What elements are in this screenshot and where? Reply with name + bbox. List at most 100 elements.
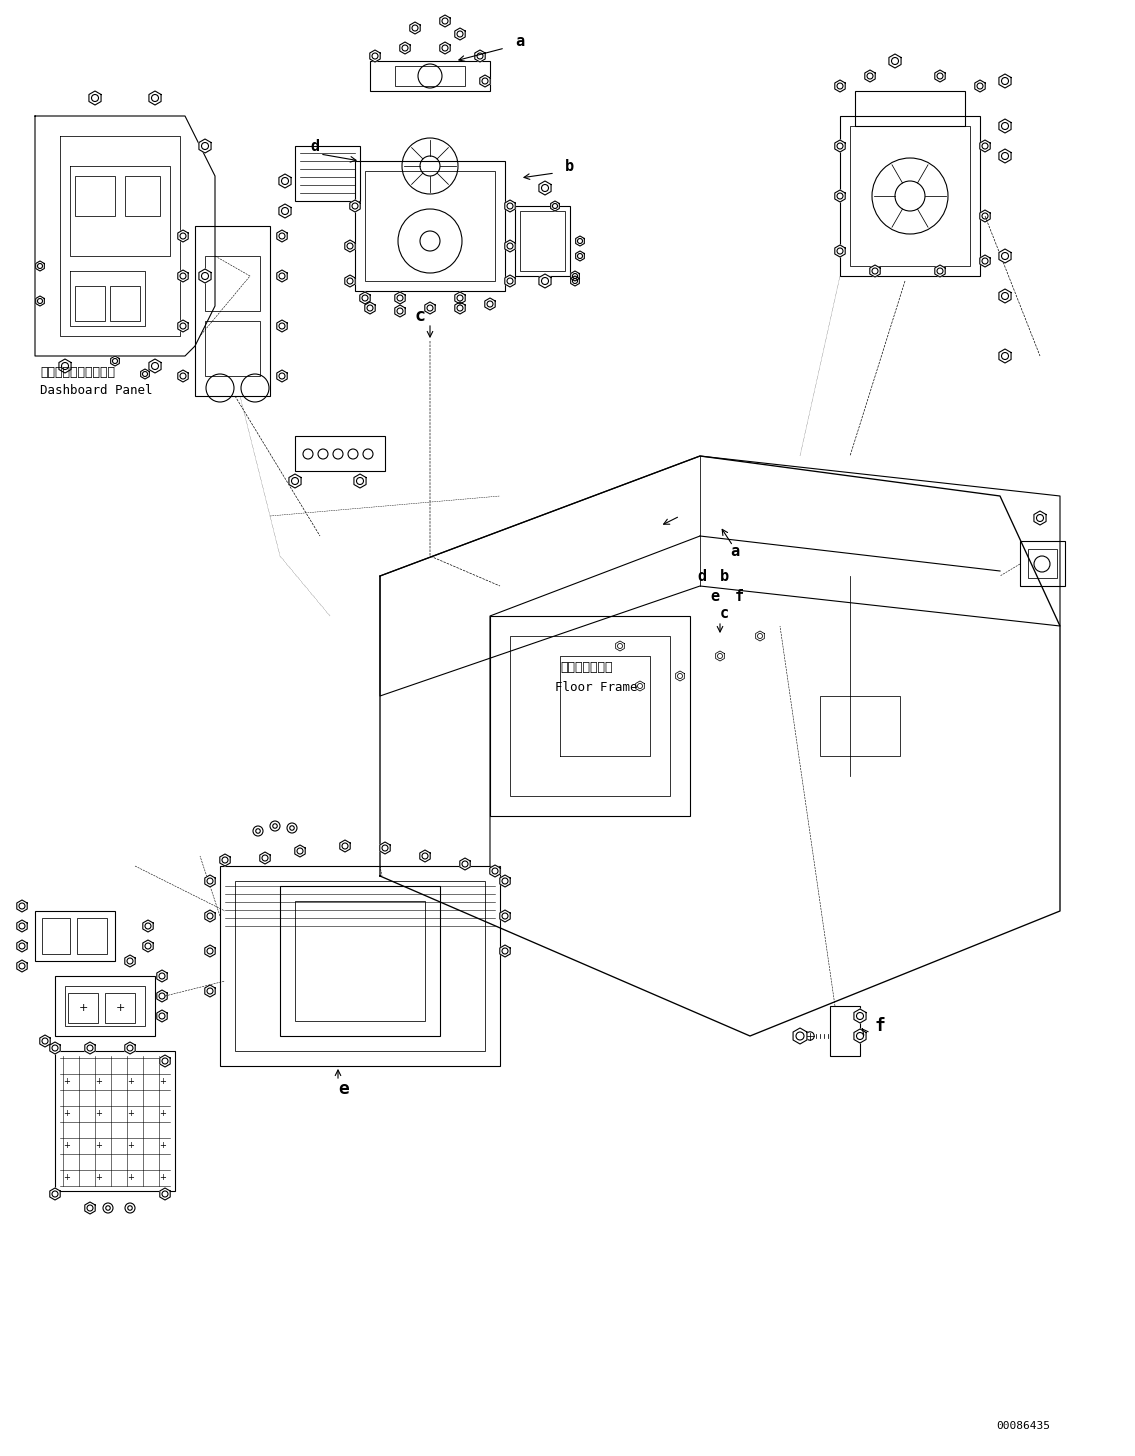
Polygon shape bbox=[505, 240, 515, 252]
Bar bbox=[235, 881, 485, 1051]
Polygon shape bbox=[485, 298, 495, 310]
Bar bbox=[295, 435, 385, 470]
Bar bbox=[1028, 549, 1057, 578]
Text: +: + bbox=[78, 1003, 87, 1013]
Polygon shape bbox=[980, 255, 990, 266]
Text: +: + bbox=[95, 1109, 102, 1118]
Polygon shape bbox=[17, 941, 27, 952]
Polygon shape bbox=[575, 236, 585, 246]
Polygon shape bbox=[480, 76, 490, 87]
Text: +: + bbox=[160, 1109, 167, 1118]
Bar bbox=[365, 170, 495, 281]
Bar bbox=[1020, 542, 1065, 585]
Text: +: + bbox=[64, 1109, 70, 1118]
Polygon shape bbox=[125, 955, 135, 967]
Polygon shape bbox=[277, 320, 287, 332]
Text: +: + bbox=[95, 1142, 102, 1150]
Polygon shape bbox=[539, 181, 552, 195]
Polygon shape bbox=[157, 1010, 167, 1022]
Bar bbox=[295, 901, 424, 1021]
Bar bbox=[75, 176, 115, 215]
Bar bbox=[515, 205, 570, 277]
Polygon shape bbox=[339, 840, 351, 852]
Text: b: b bbox=[720, 569, 729, 584]
Polygon shape bbox=[854, 1029, 866, 1042]
Text: +: + bbox=[64, 1077, 70, 1086]
Polygon shape bbox=[160, 1056, 170, 1067]
Bar bbox=[205, 256, 260, 312]
Bar bbox=[490, 616, 690, 815]
Polygon shape bbox=[143, 920, 153, 932]
Text: Dashboard Panel: Dashboard Panel bbox=[40, 384, 152, 397]
Polygon shape bbox=[149, 90, 161, 105]
Polygon shape bbox=[539, 274, 552, 288]
Polygon shape bbox=[111, 357, 119, 365]
Text: +: + bbox=[127, 1142, 134, 1150]
Text: a: a bbox=[515, 33, 524, 50]
Polygon shape bbox=[178, 320, 188, 332]
Text: +: + bbox=[127, 1109, 134, 1118]
Polygon shape bbox=[420, 850, 430, 862]
Polygon shape bbox=[550, 201, 560, 211]
Polygon shape bbox=[160, 1188, 170, 1200]
Polygon shape bbox=[439, 15, 451, 28]
Polygon shape bbox=[935, 265, 945, 277]
Polygon shape bbox=[260, 852, 270, 863]
Polygon shape bbox=[835, 140, 846, 151]
Bar bbox=[35, 911, 115, 961]
Bar bbox=[42, 917, 70, 954]
Polygon shape bbox=[854, 1009, 866, 1024]
Bar bbox=[54, 1051, 175, 1191]
Polygon shape bbox=[59, 360, 72, 373]
Polygon shape bbox=[395, 293, 405, 304]
Bar bbox=[830, 1006, 860, 1056]
Bar bbox=[295, 146, 360, 201]
Text: +: + bbox=[95, 1077, 102, 1086]
Polygon shape bbox=[410, 22, 420, 33]
Bar bbox=[68, 993, 98, 1024]
Polygon shape bbox=[499, 910, 511, 922]
Bar bbox=[395, 66, 465, 86]
Polygon shape bbox=[490, 865, 501, 877]
Polygon shape bbox=[85, 1203, 95, 1214]
Polygon shape bbox=[499, 875, 511, 887]
Polygon shape bbox=[89, 90, 101, 105]
Polygon shape bbox=[395, 304, 405, 317]
Polygon shape bbox=[345, 275, 355, 287]
Text: +: + bbox=[160, 1174, 167, 1182]
Polygon shape bbox=[380, 842, 390, 855]
Text: d: d bbox=[697, 569, 706, 584]
Polygon shape bbox=[636, 681, 645, 692]
Polygon shape bbox=[455, 301, 465, 314]
Polygon shape bbox=[1034, 511, 1046, 526]
Bar bbox=[819, 696, 900, 756]
Bar bbox=[205, 320, 260, 376]
Text: a: a bbox=[730, 545, 739, 559]
Polygon shape bbox=[675, 671, 684, 681]
Polygon shape bbox=[793, 1028, 807, 1044]
Polygon shape bbox=[935, 70, 945, 82]
Text: +: + bbox=[127, 1077, 134, 1086]
Polygon shape bbox=[505, 199, 515, 213]
Polygon shape bbox=[50, 1042, 60, 1054]
Polygon shape bbox=[204, 910, 216, 922]
Bar bbox=[125, 176, 160, 215]
Polygon shape bbox=[575, 250, 585, 261]
Polygon shape bbox=[975, 80, 985, 92]
Polygon shape bbox=[289, 475, 301, 488]
Polygon shape bbox=[345, 240, 355, 252]
Bar bbox=[520, 211, 565, 271]
Text: 00086435: 00086435 bbox=[997, 1421, 1050, 1431]
Polygon shape bbox=[756, 630, 764, 641]
Polygon shape bbox=[157, 970, 167, 981]
Text: +: + bbox=[64, 1174, 70, 1182]
Polygon shape bbox=[571, 271, 579, 281]
Polygon shape bbox=[999, 288, 1011, 303]
Polygon shape bbox=[141, 368, 150, 379]
Polygon shape bbox=[279, 204, 291, 218]
Polygon shape bbox=[220, 855, 230, 866]
Polygon shape bbox=[277, 269, 287, 282]
Polygon shape bbox=[17, 960, 27, 973]
Polygon shape bbox=[199, 138, 211, 153]
Polygon shape bbox=[835, 80, 846, 92]
